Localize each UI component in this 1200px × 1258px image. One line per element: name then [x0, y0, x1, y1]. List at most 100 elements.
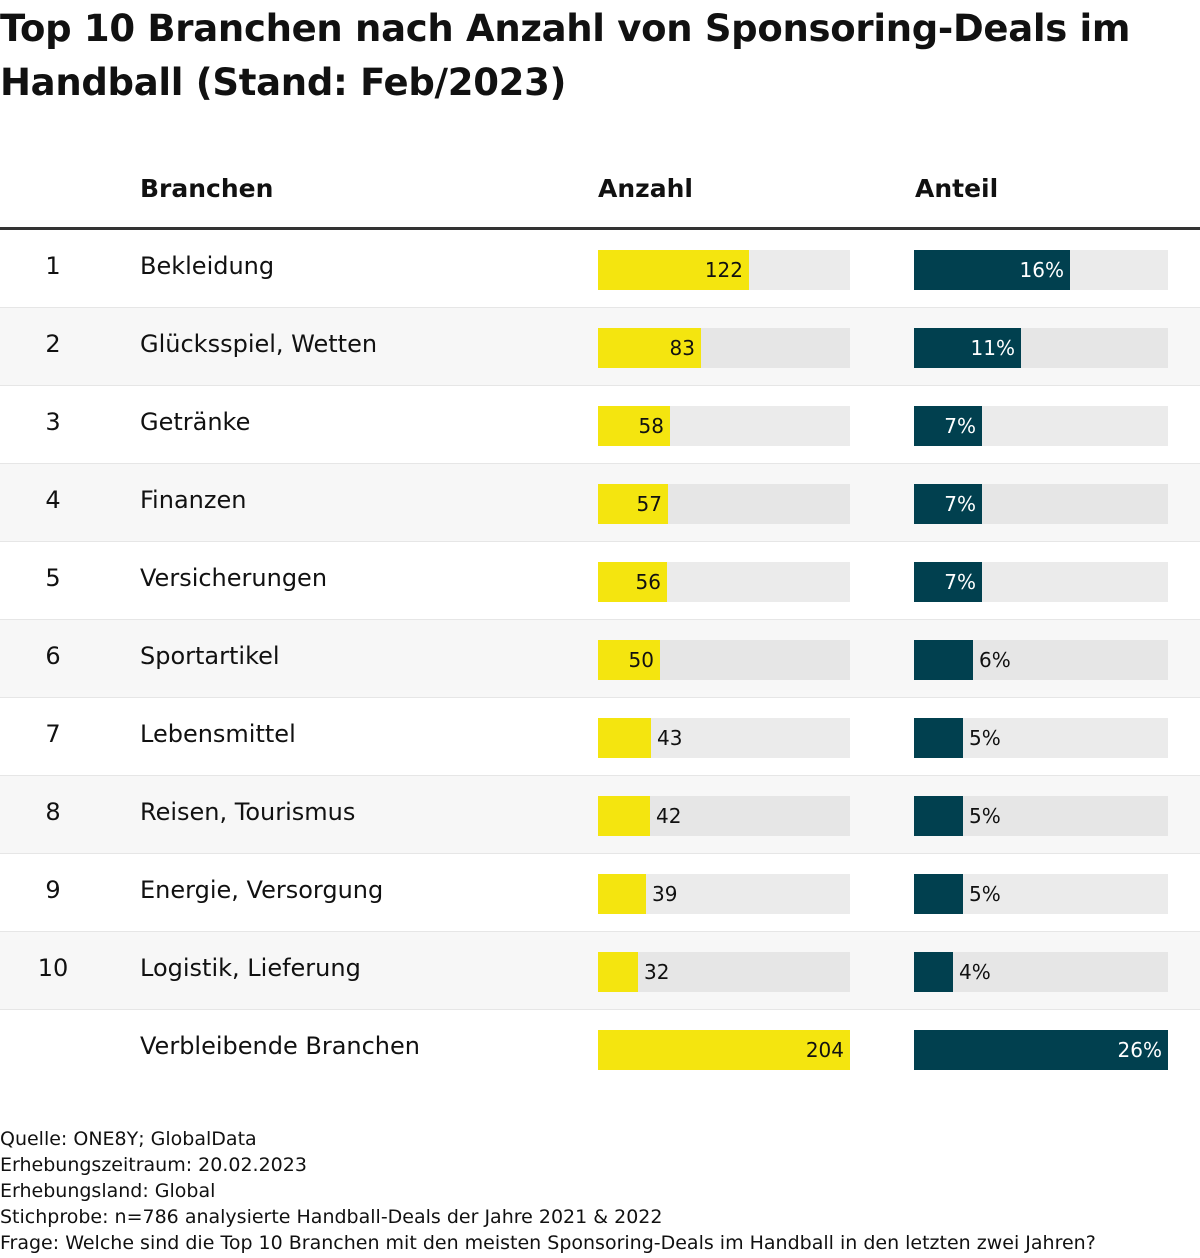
rank-cell: 7 [45, 720, 61, 748]
anzahl-value-label: 56 [635, 570, 661, 594]
rank-cell: 2 [45, 330, 61, 358]
anzahl-bar [598, 718, 651, 758]
branche-cell: Versicherungen [140, 564, 328, 592]
anzahl-bar [598, 484, 668, 524]
anteil-bar [914, 406, 982, 446]
header-divider [0, 227, 1200, 230]
anzahl-bar-track: 56 [598, 562, 850, 602]
anteil-value-label: 4% [959, 960, 991, 984]
anteil-bar-track: 5% [914, 796, 1168, 836]
table-row: 1 Bekleidung 122 16% [0, 230, 1200, 308]
footer-notes: Quelle: ONE8Y; GlobalData Erhebungszeitr… [0, 1126, 1096, 1256]
branche-cell: Lebensmittel [140, 720, 296, 748]
anteil-bar [914, 484, 982, 524]
table-row: 8 Reisen, Tourismus 42 5% [0, 776, 1200, 854]
anzahl-bar-track: 32 [598, 952, 850, 992]
anteil-bar-track: 5% [914, 874, 1168, 914]
anzahl-value-label: 32 [644, 960, 670, 984]
anzahl-value-label: 57 [636, 492, 662, 516]
footer-period: Erhebungszeitraum: 20.02.2023 [0, 1154, 307, 1176]
anzahl-bar [598, 406, 670, 446]
anteil-bar-track: 7% [914, 562, 1168, 602]
anteil-bar [914, 718, 963, 758]
anzahl-bar-track: 42 [598, 796, 850, 836]
anzahl-bar-track: 50 [598, 640, 850, 680]
anteil-value-label: 6% [979, 648, 1011, 672]
anteil-bar-track: 4% [914, 952, 1168, 992]
rank-cell: 3 [45, 408, 61, 436]
branche-cell: Glücksspiel, Wetten [140, 330, 378, 358]
anteil-bar-track: 5% [914, 718, 1168, 758]
rank-cell: 9 [45, 876, 61, 904]
anteil-value-label: 5% [969, 726, 1001, 750]
anteil-bar [914, 328, 1021, 368]
table-row: 7 Lebensmittel 43 5% [0, 698, 1200, 776]
header-anteil: Anteil [915, 174, 999, 203]
anteil-value-label: 16% [1019, 258, 1064, 282]
anteil-value-label: 11% [970, 336, 1015, 360]
anteil-bar [914, 250, 1070, 290]
anzahl-bar [598, 796, 650, 836]
anzahl-bar [598, 250, 749, 290]
rank-cell: 1 [45, 252, 61, 280]
anzahl-value-label: 39 [652, 882, 678, 906]
anteil-bar-track: 7% [914, 406, 1168, 446]
rank-cell: 8 [45, 798, 61, 826]
anzahl-bar [598, 1030, 850, 1070]
anzahl-bar [598, 874, 646, 914]
anzahl-bar [598, 562, 667, 602]
anzahl-value-label: 42 [656, 804, 682, 828]
anzahl-value-label: 50 [628, 648, 654, 672]
anteil-bar [914, 874, 963, 914]
footer-country: Erhebungsland: Global [0, 1180, 216, 1202]
table-row: 3 Getränke 58 7% [0, 386, 1200, 464]
anzahl-bar [598, 952, 638, 992]
anzahl-bar-track: 39 [598, 874, 850, 914]
anteil-bar-track: 6% [914, 640, 1168, 680]
branche-cell: Energie, Versorgung [140, 876, 384, 904]
anzahl-bar-track: 204 [598, 1030, 850, 1070]
footer-question: Frage: Welche sind die Top 10 Branchen m… [0, 1232, 1096, 1254]
anteil-bar [914, 640, 973, 680]
branche-cell: Verbleibende Branchen [140, 1032, 420, 1060]
table-row: 9 Energie, Versorgung 39 5% [0, 854, 1200, 932]
anteil-value-label: 5% [969, 804, 1001, 828]
anzahl-value-label: 122 [704, 258, 743, 282]
anteil-bar-track: 7% [914, 484, 1168, 524]
anteil-value-label: 7% [944, 414, 976, 438]
anteil-value-label: 26% [1117, 1038, 1162, 1062]
header-branchen: Branchen [140, 174, 274, 203]
anzahl-bar-track: 43 [598, 718, 850, 758]
table-row: 10 Logistik, Lieferung 32 4% [0, 932, 1200, 1010]
anteil-bar [914, 952, 953, 992]
anteil-bar [914, 796, 963, 836]
anzahl-value-label: 43 [657, 726, 683, 750]
branche-cell: Finanzen [140, 486, 247, 514]
table-row: 6 Sportartikel 50 6% [0, 620, 1200, 698]
table-row: 4 Finanzen 57 7% [0, 464, 1200, 542]
branche-cell: Sportartikel [140, 642, 280, 670]
table-body: 1 Bekleidung 122 16% 2 Glücksspiel, Wetten 83 1… [0, 230, 1200, 1087]
anzahl-bar [598, 328, 701, 368]
anteil-value-label: 7% [944, 570, 976, 594]
rank-cell: 4 [45, 486, 61, 514]
anzahl-value-label: 58 [638, 414, 664, 438]
branche-cell: Getränke [140, 408, 251, 436]
footer-source: Quelle: ONE8Y; GlobalData [0, 1128, 257, 1150]
rank-cell: 6 [45, 642, 61, 670]
rank-cell: 10 [37, 954, 69, 982]
anteil-value-label: 7% [944, 492, 976, 516]
branche-cell: Bekleidung [140, 252, 275, 280]
header-anzahl: Anzahl [598, 174, 693, 203]
chart-title: Top 10 Branchen nach Anzahl von Sponsori… [0, 7, 1131, 104]
anteil-bar-track: 11% [914, 328, 1168, 368]
anteil-bar-track: 16% [914, 250, 1168, 290]
rank-cell: 5 [45, 564, 61, 592]
anzahl-bar-track: 83 [598, 328, 850, 368]
anzahl-bar-track: 58 [598, 406, 850, 446]
anzahl-value-label: 204 [805, 1038, 844, 1062]
anzahl-bar-track: 122 [598, 250, 850, 290]
anteil-value-label: 5% [969, 882, 1001, 906]
anzahl-bar-track: 57 [598, 484, 850, 524]
anzahl-value-label: 83 [669, 336, 695, 360]
